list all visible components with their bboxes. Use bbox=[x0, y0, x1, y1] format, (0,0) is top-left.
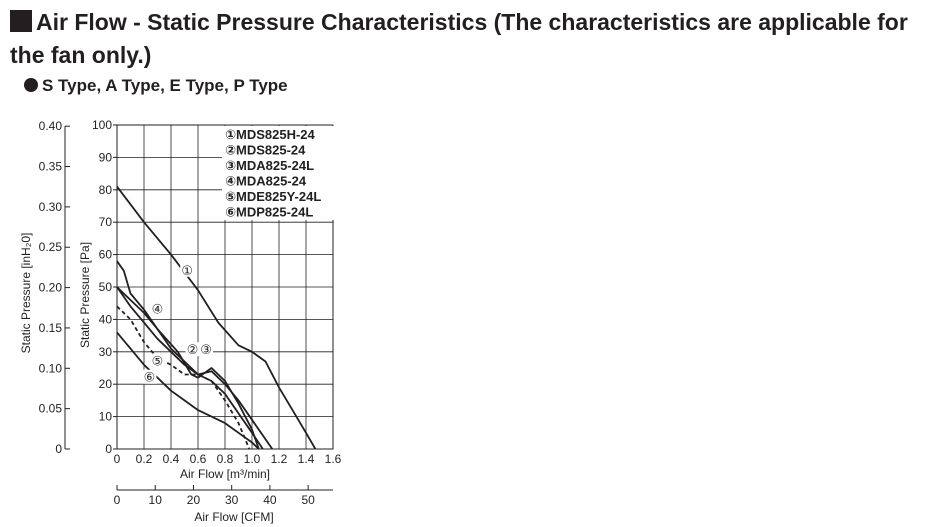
inh2o-tick-label: 0 bbox=[55, 442, 62, 456]
x-tick-label: 0.8 bbox=[217, 452, 234, 466]
y-tick-label: 40 bbox=[99, 312, 113, 326]
circle-bullet-icon bbox=[24, 78, 38, 92]
inh2o-tick-label: 0.25 bbox=[39, 240, 63, 254]
legend-entry: ②MDS825-24 bbox=[225, 143, 306, 158]
curve-marker-label: ④ bbox=[152, 302, 164, 317]
x-tick-label: 0.6 bbox=[190, 452, 207, 466]
inh2o-tick-label: 0.15 bbox=[39, 321, 63, 335]
y-axis-title: Static Pressure [Pa] bbox=[78, 242, 92, 348]
annotation-bg bbox=[185, 342, 200, 357]
chart-subtitle-row: S Type, A Type, E Type, P Type bbox=[24, 76, 288, 96]
annotation-bg bbox=[150, 353, 165, 368]
inh2o-tick-label: 0.05 bbox=[39, 402, 63, 416]
legend-entry: ④MDA825-24 bbox=[225, 174, 307, 189]
y-tick-label: 20 bbox=[99, 377, 113, 391]
inh2o-tick-label: 0.40 bbox=[39, 119, 63, 133]
x-tick-label: 1.0 bbox=[244, 452, 261, 466]
y-tick-label: 60 bbox=[99, 248, 113, 262]
x-tick-label: 0.2 bbox=[136, 452, 153, 466]
x-tick-label: 1.2 bbox=[271, 452, 288, 466]
cfm-tick-label: 0 bbox=[114, 493, 121, 507]
cfm-tick-label: 50 bbox=[301, 493, 315, 507]
series-line bbox=[116, 305, 251, 450]
inh2o-tick-label: 0.30 bbox=[39, 200, 63, 214]
chart-subtitle: S Type, A Type, E Type, P Type bbox=[42, 76, 288, 95]
y-tick-label: 0 bbox=[105, 442, 112, 456]
y-tick-label: 10 bbox=[99, 410, 113, 424]
y2-axis-title: Static Pressure [inH₂0] bbox=[19, 233, 33, 354]
cfm-tick-label: 20 bbox=[187, 493, 201, 507]
y-tick-label: 50 bbox=[99, 280, 113, 294]
cfm-tick-label: 10 bbox=[149, 493, 163, 507]
inh2o-tick-label: 0.20 bbox=[39, 281, 63, 295]
series-line bbox=[116, 286, 260, 450]
x-tick-label: 1.6 bbox=[325, 452, 342, 466]
y-tick-label: 80 bbox=[99, 183, 113, 197]
curve-marker-label: ⑤ bbox=[152, 354, 164, 369]
curve-marker-label: ③ bbox=[200, 342, 212, 357]
legend-entry: ①MDS825H-24 bbox=[225, 127, 316, 142]
square-bullet-icon bbox=[10, 10, 32, 32]
series-line bbox=[116, 286, 264, 450]
y-tick-label: 90 bbox=[99, 150, 113, 164]
annotation-bg bbox=[150, 301, 165, 316]
cfm-tick-label: 40 bbox=[263, 493, 277, 507]
x-tick-label: 1.4 bbox=[298, 452, 315, 466]
series-line bbox=[116, 186, 317, 450]
series-line bbox=[116, 331, 260, 450]
cfm-tick-label: 30 bbox=[225, 493, 239, 507]
x-axis-title: Air Flow [m³/min] bbox=[180, 467, 270, 481]
curve-marker-label: ② bbox=[187, 342, 199, 357]
legend-entry: ⑥MDP825-24L bbox=[225, 205, 313, 220]
curve-marker-label: ① bbox=[181, 263, 193, 278]
curve-marker-label: ⑥ bbox=[144, 370, 156, 385]
inh2o-tick-label: 0.10 bbox=[39, 361, 63, 375]
x-tick-label: 0.4 bbox=[163, 452, 180, 466]
legend-entry: ⑤MDE825Y-24L bbox=[225, 189, 321, 204]
annotation-bg bbox=[199, 342, 214, 357]
y-tick-label: 100 bbox=[92, 118, 112, 132]
x2-axis-title: Air Flow [CFM] bbox=[194, 510, 273, 524]
x-tick-label: 0 bbox=[114, 452, 121, 466]
legend-entry: ③MDA825-24L bbox=[225, 158, 314, 173]
annotation-bg bbox=[142, 369, 157, 384]
y-tick-label: 30 bbox=[99, 345, 113, 359]
chart-title: Air Flow - Static Pressure Characteristi… bbox=[10, 9, 908, 68]
series-line bbox=[116, 260, 274, 450]
annotation-bg bbox=[180, 262, 195, 277]
page-heading: Air Flow - Static Pressure Characteristi… bbox=[10, 6, 940, 72]
inh2o-tick-label: 0.35 bbox=[39, 160, 63, 174]
y-tick-label: 70 bbox=[99, 215, 113, 229]
legend-box bbox=[222, 126, 338, 220]
